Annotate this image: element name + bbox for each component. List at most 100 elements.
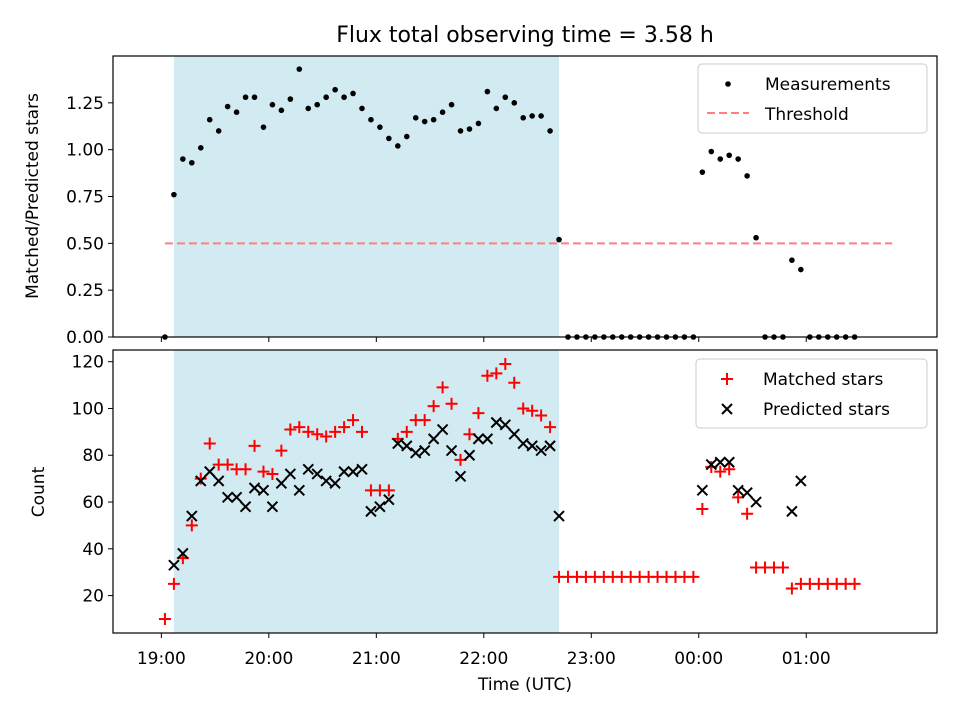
measurement-point <box>798 266 804 273</box>
predicted-star-point <box>374 500 386 513</box>
predicted-star-point <box>750 496 762 508</box>
measurement-point <box>215 128 222 134</box>
measurement-point <box>260 124 267 130</box>
matched-star-point <box>535 409 548 422</box>
bottom-y-axis-label: Count <box>29 466 49 517</box>
measurement-point <box>789 257 795 263</box>
matched-star-point <box>338 421 351 434</box>
measurement-point <box>180 156 186 162</box>
matched-star-point <box>185 519 198 532</box>
measurement-point <box>466 126 473 132</box>
measurement-point <box>448 101 455 108</box>
legend-label-predicted-stars: Predicted stars <box>763 400 890 420</box>
matched-star-point <box>714 465 727 478</box>
predicted-star-point <box>445 444 458 457</box>
matched-star-point <box>293 421 306 434</box>
matched-star-point <box>418 414 431 427</box>
predicted-star-point <box>535 444 547 457</box>
measurement-point <box>717 156 724 162</box>
matched-star-point <box>526 404 539 417</box>
predicted-star-point <box>230 491 243 504</box>
measurement-point <box>251 94 258 101</box>
predicted-star-point <box>463 449 476 461</box>
predicted-star-point <box>212 475 225 487</box>
predicted-star-point <box>347 465 359 478</box>
legend-label-threshold: Threshold <box>764 105 849 125</box>
top-y-tick-label: 1.25 <box>66 94 104 114</box>
predicted-star-point <box>508 428 520 440</box>
predicted-star-point <box>696 484 709 497</box>
bottom-y-axis: 20 40 60 80 100 120 <box>72 353 113 607</box>
matched-star-point <box>723 463 736 476</box>
predicted-star-point <box>302 463 314 475</box>
predicted-star-point <box>490 416 503 429</box>
predicted-star-point <box>499 419 512 431</box>
measurement-point <box>323 94 329 101</box>
matched-star-point <box>347 414 360 427</box>
predicted-star-point <box>248 482 261 494</box>
measurement-point <box>287 96 294 102</box>
matched-star-point <box>194 472 207 485</box>
measurement-point <box>377 124 383 130</box>
measurement-point <box>350 90 356 97</box>
predicted-star-point <box>481 433 494 445</box>
matched-star-point <box>400 425 413 438</box>
predicted-star-point <box>177 547 189 560</box>
bottom-y-tick-label: 80 <box>82 446 104 466</box>
measurement-point <box>699 169 706 175</box>
measurement-point <box>457 128 464 134</box>
matched-star-point <box>848 577 861 590</box>
measurement-point <box>314 101 321 108</box>
count-points <box>158 358 861 625</box>
predicted-star-point <box>723 456 735 468</box>
measurement-point <box>197 144 204 151</box>
bottom-y-tick-label: 60 <box>82 493 104 513</box>
predicted-star-point <box>204 465 216 478</box>
matched-star-point <box>382 484 395 497</box>
measurement-point <box>305 105 312 112</box>
bottom-legend-box <box>695 358 928 429</box>
matched-star-point <box>221 458 234 471</box>
measurement-point <box>421 118 428 125</box>
top-y-tick-label: 0.75 <box>66 188 104 208</box>
matched-star-point <box>776 561 789 574</box>
measurement-point <box>296 66 303 72</box>
measurement-point <box>538 113 544 119</box>
matched-star-point <box>785 582 798 595</box>
chart-title: Flux total observing time = 3.58 h <box>336 23 714 48</box>
measurement-point <box>171 191 177 198</box>
legend-marker-matched-stars <box>721 373 733 385</box>
bottom-y-tick-label: 40 <box>82 540 104 560</box>
matched-star-point <box>302 425 315 438</box>
legend-marker-measurements <box>725 81 731 87</box>
matched-star-point <box>167 577 180 590</box>
measurement-point <box>493 105 500 112</box>
measurement-point <box>753 234 759 241</box>
measurement-point <box>744 173 750 179</box>
predicted-star-point <box>257 484 270 497</box>
matched-star-point <box>544 421 557 434</box>
matched-star-point <box>481 369 494 382</box>
matched-star-point <box>266 467 279 480</box>
bottom-x-tick-label: 22:00 <box>459 649 508 669</box>
measurement-point <box>484 88 491 95</box>
top-x-axis-ticks <box>160 337 807 342</box>
matched-star-point <box>320 430 333 443</box>
measurement-point <box>726 152 733 159</box>
predicted-star-point <box>195 475 207 487</box>
predicted-star-point <box>320 475 332 487</box>
matched-star-point <box>696 503 709 516</box>
matched-star-point <box>158 612 171 625</box>
matched-star-point <box>687 570 700 583</box>
measurement-point <box>556 236 562 243</box>
matched-star-point <box>436 381 449 394</box>
measurement-point <box>475 120 482 127</box>
matched-star-point <box>257 465 270 478</box>
matched-star-point <box>445 397 458 410</box>
matched-star-point <box>355 425 368 438</box>
measurement-point <box>224 103 231 110</box>
bottom-x-tick-label: 20:00 <box>244 649 293 669</box>
predicted-star-point <box>266 500 279 513</box>
predicted-star-point <box>526 440 538 452</box>
bottom-legend: Matched stars Predicted stars <box>695 358 928 429</box>
